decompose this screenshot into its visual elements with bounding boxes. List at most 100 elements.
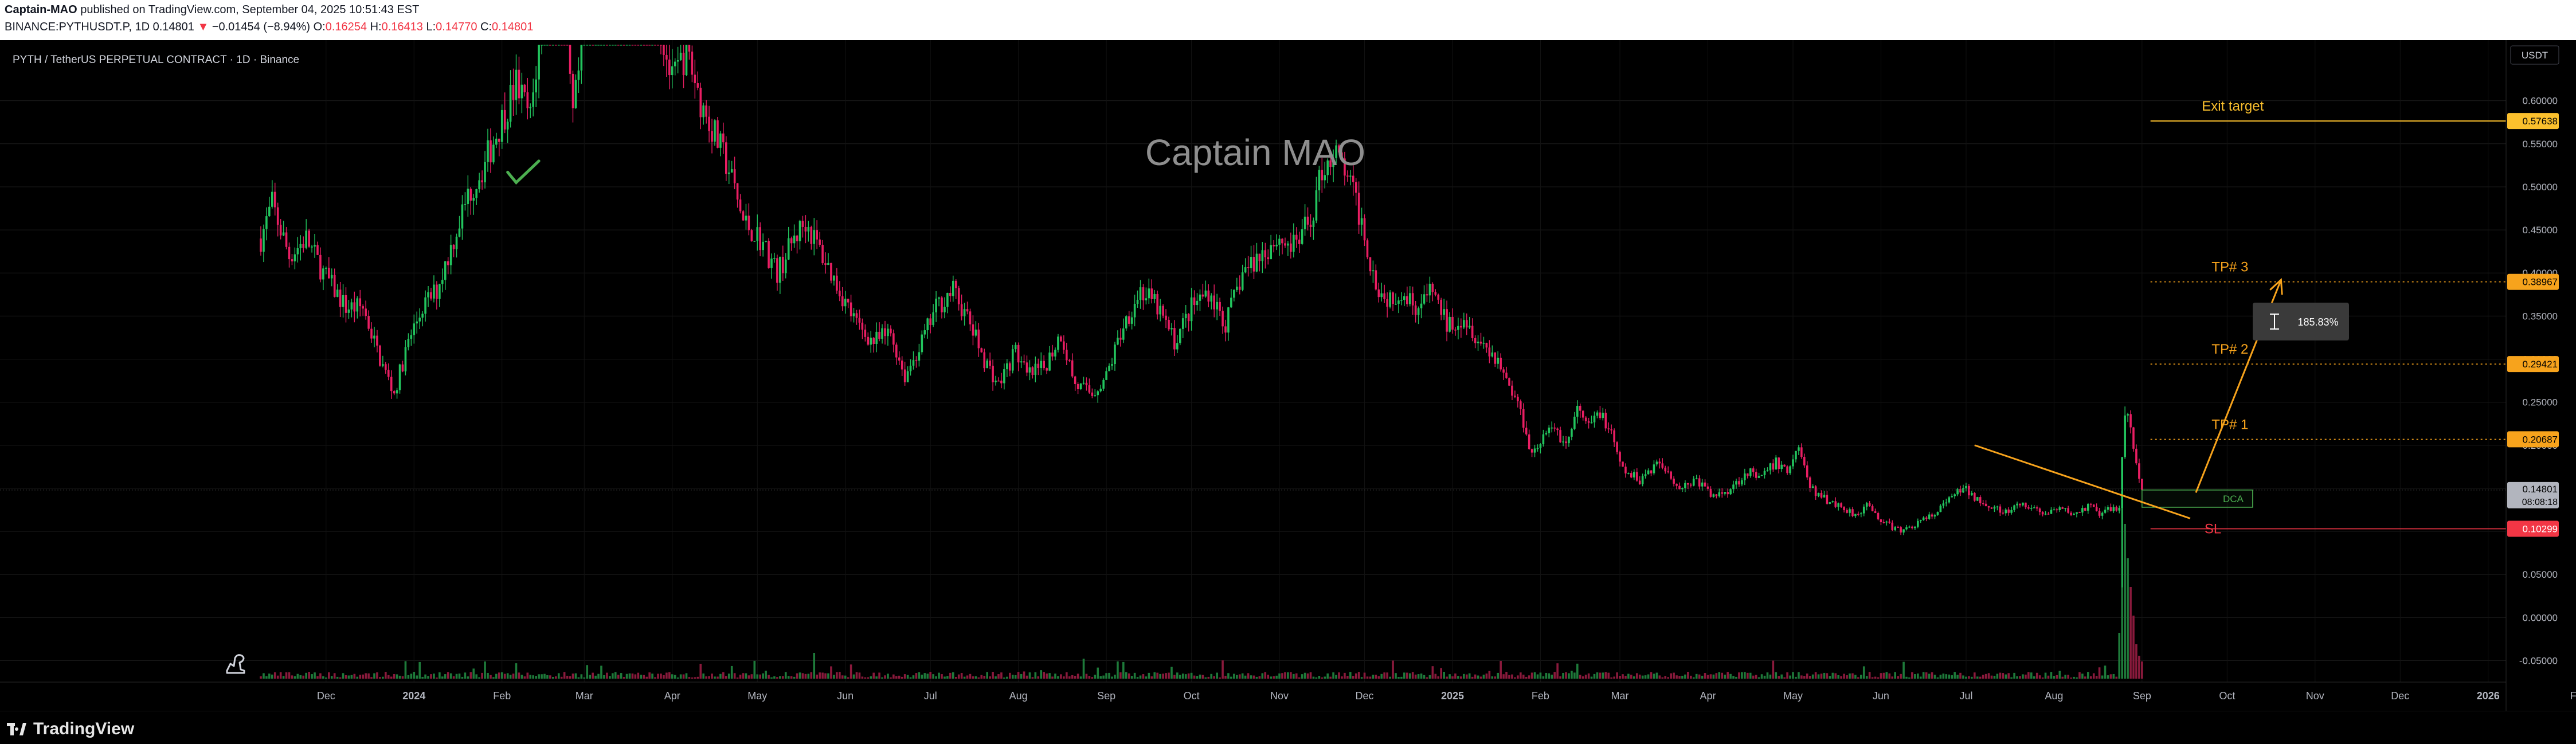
volume-bar <box>1097 667 1099 679</box>
tradingview-logo[interactable]: TradingView <box>7 719 134 739</box>
candle-body <box>500 109 503 142</box>
price-chart[interactable]: Exit target TP# 3 TP# 2 TP# 1 SL DCA 185.83% 0… <box>0 40 2576 711</box>
candle-body <box>1085 382 1088 386</box>
volume-bar <box>1150 676 1153 679</box>
volume-bar <box>1238 674 1241 679</box>
y-tick-label: 0.60000 <box>2523 96 2558 107</box>
volume-bar <box>1252 675 1255 679</box>
currency-button[interactable] <box>2510 45 2559 65</box>
candle-body <box>458 228 461 237</box>
volume-bar <box>717 676 719 679</box>
volume-bar <box>464 672 467 679</box>
volume-bar <box>1655 672 1658 679</box>
volume-bar <box>1641 675 1644 679</box>
candle-body <box>490 140 492 163</box>
candle-body <box>1678 485 1681 490</box>
author-name[interactable]: Captain-MAO <box>5 3 77 16</box>
chart-area[interactable]: Exit target TP# 3 TP# 2 TP# 1 SL DCA 185.83% 0… <box>0 40 2576 711</box>
candle-body <box>526 92 529 108</box>
measure-icon <box>2270 314 2279 330</box>
volume-bar <box>2005 674 2007 679</box>
volume-bar <box>481 672 483 679</box>
volume-bar <box>1800 675 1803 679</box>
volume-bar <box>796 673 798 679</box>
volume-bar <box>557 673 560 679</box>
candle-body <box>1871 506 1874 512</box>
candle-body <box>1553 427 1556 429</box>
candle-body <box>1281 238 1283 244</box>
volume-bar <box>492 677 495 679</box>
candle-body <box>1517 397 1519 402</box>
volume-bar <box>1860 675 1862 679</box>
candle-body <box>1287 243 1289 246</box>
candle-body <box>1446 309 1448 332</box>
candle-body <box>915 360 918 361</box>
volume-bar <box>722 672 725 679</box>
candle-body <box>1917 520 1919 527</box>
tradingview-logo-icon <box>7 723 28 735</box>
dca-label: DCA <box>2223 494 2244 504</box>
volume-bar <box>1233 673 1235 679</box>
candle-body <box>1900 527 1902 533</box>
candle-body <box>563 45 566 46</box>
volume-bar <box>995 676 997 679</box>
volume-bar <box>2089 676 2092 679</box>
volume-bar <box>1159 673 1161 679</box>
volume-bar <box>538 674 540 679</box>
candle-body <box>427 292 429 297</box>
volume-bar <box>1678 676 1681 679</box>
candle-body <box>263 229 265 252</box>
candle-body <box>1596 412 1599 416</box>
volume-bar <box>1219 677 1221 679</box>
candle-body <box>1780 464 1783 469</box>
candle-body <box>1363 218 1366 241</box>
candle-body <box>1721 492 1724 494</box>
volume-bar <box>1610 677 1612 679</box>
last-price-tag <box>2507 481 2559 508</box>
candle-body <box>1079 383 1082 389</box>
candle-body <box>1066 350 1068 361</box>
candle-body <box>1610 429 1612 430</box>
volume-bar <box>1945 674 1948 679</box>
candle-body <box>1732 484 1735 490</box>
x-tick-label: Jun <box>1873 690 1889 702</box>
volume-bar <box>949 672 952 679</box>
volume-bar <box>1199 674 1201 679</box>
volume-bar <box>2013 672 2015 679</box>
volume-bar <box>2124 524 2126 679</box>
trendline[interactable] <box>1974 444 2191 519</box>
volume-bar <box>1786 672 1788 679</box>
volume-bar <box>1882 672 1885 679</box>
candle-body <box>1786 466 1788 473</box>
candle-body <box>719 133 722 148</box>
volume-bar <box>2038 675 2041 679</box>
volume-bar <box>1332 672 1334 679</box>
candle-body <box>1849 509 1851 513</box>
volume-bar <box>1066 672 1068 679</box>
dca-box[interactable] <box>2142 490 2253 508</box>
candle-body <box>1933 515 1936 517</box>
candle-body <box>1880 519 1882 522</box>
volume-bar <box>518 672 520 679</box>
volume-bar <box>762 673 764 679</box>
volume-bar <box>952 672 954 679</box>
candle-body <box>316 245 319 255</box>
volume-bar <box>1293 673 1295 679</box>
x-tick-label: Aug <box>2045 690 2063 702</box>
candle-body <box>498 138 500 142</box>
open-value: 0.16254 <box>325 21 367 33</box>
candle-body <box>1862 506 1865 514</box>
volume-bar <box>782 676 784 679</box>
volume-bar <box>1386 672 1388 679</box>
volume-bar <box>1690 675 1692 679</box>
volume-bar <box>263 673 265 679</box>
volume-bar <box>314 672 316 679</box>
candle-body <box>560 45 563 46</box>
volume-bar <box>1505 672 1508 679</box>
candle-body <box>2135 448 2137 464</box>
volume-bar <box>1735 676 1737 679</box>
price-axis[interactable] <box>2506 40 2576 711</box>
volume-bar <box>1744 672 1746 679</box>
y-tick-label: 0.55000 <box>2523 139 2558 150</box>
candle-body <box>279 225 282 236</box>
